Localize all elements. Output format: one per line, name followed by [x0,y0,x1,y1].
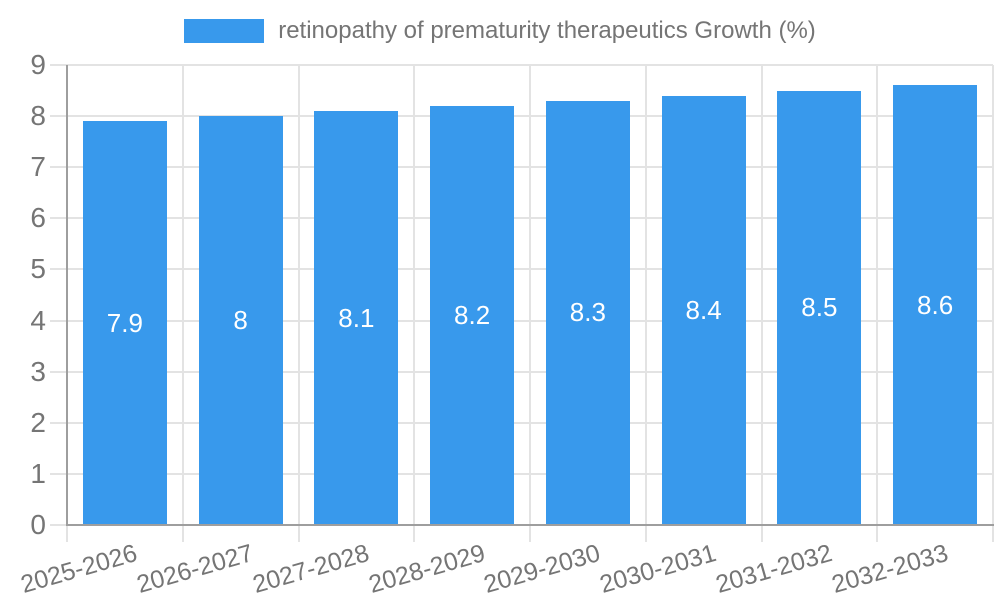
bar[interactable]: 8 [198,116,283,525]
y-tick-mark [50,524,67,526]
x-tick-mark [181,525,184,542]
bar-value-label: 8.2 [454,299,491,330]
x-tick-mark [529,525,531,542]
x-tick-label: 2030-2031 [596,539,720,599]
v-gridline [644,65,647,525]
legend-swatch [184,19,265,43]
y-tick-mark [50,64,67,66]
legend: retinopathy of prematurity therapeutics … [0,16,1000,46]
x-tick-mark [876,525,879,542]
y-tick-label: 7 [30,151,46,183]
y-tick-mark [50,166,67,169]
legend-label: retinopathy of prematurity therapeutics … [278,17,816,44]
x-axis-line [66,524,994,526]
v-gridline [529,65,531,525]
bar-value-label: 8.6 [917,289,954,320]
bar-value-label: 8.3 [569,297,606,328]
y-tick-label: 3 [30,355,46,387]
bar[interactable]: 8.3 [545,100,630,525]
bar-value-label: 8.4 [685,294,722,325]
v-gridline [297,65,300,525]
bar[interactable]: 8.1 [314,111,399,525]
y-tick-mark [50,115,67,118]
y-tick-label: 5 [30,253,46,285]
x-tick-label: 2031-2032 [712,539,836,599]
y-tick-mark [50,319,67,322]
x-tick-label: 2025-2026 [17,539,141,599]
y-tick-label: 8 [30,100,46,132]
y-tick-mark [50,268,67,271]
x-tick-mark [297,525,300,542]
x-tick-label: 2029-2030 [480,539,604,599]
y-tick-label: 0 [30,509,46,540]
y-tick-mark [50,472,67,475]
x-tick-mark [66,525,68,542]
y-tick-label: 2 [30,406,46,438]
v-gridline [876,65,879,525]
y-tick-label: 9 [30,49,46,80]
bar[interactable]: 8.6 [893,85,978,525]
bar[interactable]: 8.5 [777,90,862,525]
x-tick-mark [992,525,994,542]
v-gridline [992,65,994,525]
x-tick-mark [413,525,416,542]
y-tick-mark [50,217,67,220]
y-tick-label: 6 [30,202,46,234]
bar[interactable]: 7.9 [82,121,167,525]
x-tick-mark [760,525,763,542]
bar[interactable]: 8.4 [661,95,746,525]
bar-value-label: 8 [233,305,248,336]
v-gridline [181,65,184,525]
bar-value-label: 8.1 [338,302,375,333]
v-gridline [413,65,416,525]
x-tick-label: 2026-2027 [133,539,257,599]
y-tick-mark [50,421,67,424]
bar-value-label: 7.9 [106,307,143,338]
y-tick-mark [50,370,67,373]
y-axis-line [66,65,68,525]
x-tick-mark [644,525,647,542]
bar[interactable]: 8.2 [430,105,515,525]
x-tick-label: 2032-2033 [828,539,951,599]
y-tick-label: 1 [30,457,46,489]
y-tick-label: 4 [30,304,46,336]
bar-value-label: 8.5 [801,292,838,323]
v-gridline [760,65,763,525]
x-tick-label: 2028-2029 [365,539,488,599]
x-tick-label: 2027-2028 [249,539,373,599]
